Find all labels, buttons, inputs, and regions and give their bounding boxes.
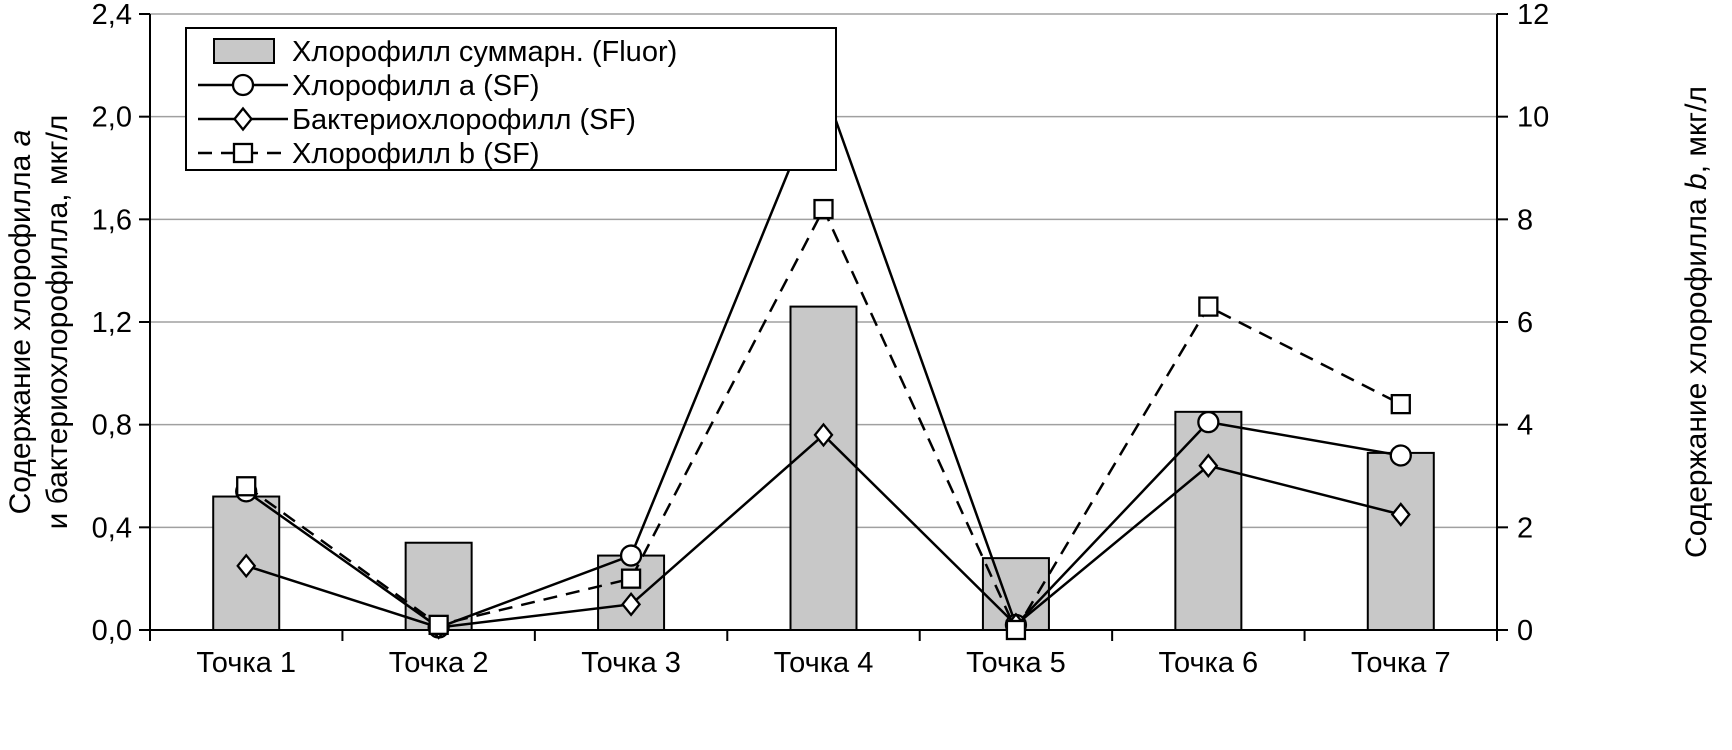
svg-text:8: 8 <box>1517 204 1533 236</box>
svg-text:0,8: 0,8 <box>92 410 132 442</box>
svg-text:0,4: 0,4 <box>92 512 132 544</box>
svg-text:Точка 1: Точка 1 <box>196 647 296 679</box>
svg-text:Точка 2: Точка 2 <box>389 647 489 679</box>
svg-text:Точка 5: Точка 5 <box>966 647 1066 679</box>
svg-text:Хлорофилл суммарн. (Fluor): Хлорофилл суммарн. (Fluor) <box>292 36 677 68</box>
svg-text:12: 12 <box>1517 0 1549 31</box>
svg-text:1,6: 1,6 <box>92 204 132 236</box>
axes <box>139 13 1508 641</box>
svg-text:6: 6 <box>1517 307 1533 339</box>
svg-text:Хлорофилл a (SF): Хлорофилл a (SF) <box>292 70 540 102</box>
svg-text:Хлорофилл b (SF): Хлорофилл b (SF) <box>292 138 540 170</box>
axis-labels: 0,0 0,4 0,8 1,2 1,6 2,0 2,4 0 2 4 6 8 10 12 Точка 1 Точ… <box>4 0 1713 679</box>
svg-text:и бактериохлорофилла, мкг/л: и бактериохлорофилла, мкг/л <box>41 115 74 530</box>
svg-text:0,0: 0,0 <box>92 615 132 647</box>
svg-text:Точка 6: Точка 6 <box>1159 647 1259 679</box>
svg-text:Точка 7: Точка 7 <box>1351 647 1451 679</box>
svg-text:10: 10 <box>1517 102 1549 134</box>
series-line-square <box>236 198 1411 641</box>
svg-text:1,2: 1,2 <box>92 307 132 339</box>
svg-text:Бактериохлорофилл (SF): Бактериохлорофилл (SF) <box>292 104 636 136</box>
svg-text:Точка 4: Точка 4 <box>774 647 874 679</box>
svg-text:4: 4 <box>1517 410 1533 442</box>
series-bar-total-chlorophyll <box>212 305 1435 632</box>
svg-text:2: 2 <box>1517 512 1533 544</box>
svg-text:Содержание хлорофилла b, мкг/л: Содержание хлорофилла b, мкг/л <box>1680 86 1713 558</box>
svg-text:2,0: 2,0 <box>92 102 132 134</box>
svg-text:2,4: 2,4 <box>92 0 132 31</box>
svg-text:Точка 3: Точка 3 <box>581 647 681 679</box>
svg-text:Содержание хлорофилла a: Содержание хлорофилла a <box>4 130 37 515</box>
svg-text:0: 0 <box>1517 615 1533 647</box>
legend: Хлорофилл суммарн. (Fluor)Хлорофилл a (S… <box>185 27 837 171</box>
